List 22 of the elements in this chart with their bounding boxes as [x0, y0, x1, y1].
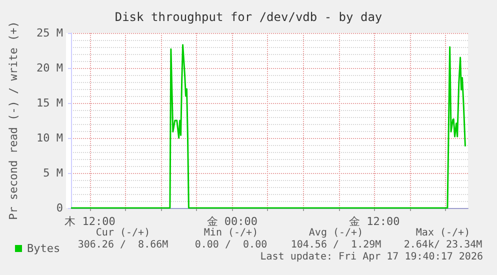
- text: Cur (-/+): [96, 228, 150, 238]
- y-tick-label: 10 M: [36, 132, 64, 144]
- y-tick-label: 15 M: [36, 96, 64, 110]
- text: 2.64k/ 23.34M: [404, 240, 482, 250]
- text: 306.26 / 8.66M: [78, 240, 168, 250]
- x-tick-label: 金 00:00: [206, 215, 258, 228]
- x-tick-label: 木 12:00: [64, 215, 116, 228]
- legend-label: Bytes: [27, 242, 60, 255]
- text: Max (-/+): [416, 228, 470, 238]
- y-tick-label: 0: [56, 202, 63, 214]
- text: Min (-/+): [204, 228, 258, 238]
- text: Avg (-/+): [308, 228, 364, 238]
- x-tick-label: 金 12:00: [349, 215, 400, 228]
- text: 0.00 / 0.00: [194, 240, 268, 250]
- y-axis-title: Pr second read (-) / write (+): [7, 21, 20, 220]
- text: Last update: Fri Apr 17 19:40:17 2026: [260, 252, 483, 262]
- y-tick-label: 20 M: [36, 62, 64, 74]
- line-series: [70, 44, 466, 209]
- chart-title: Disk throughput for /dev/vdb - by day: [114, 10, 382, 24]
- y-tick-label: 5 M: [43, 166, 64, 180]
- text: 104.56 / 1.29M: [290, 240, 382, 250]
- y-tick-label: 25 M: [36, 26, 64, 40]
